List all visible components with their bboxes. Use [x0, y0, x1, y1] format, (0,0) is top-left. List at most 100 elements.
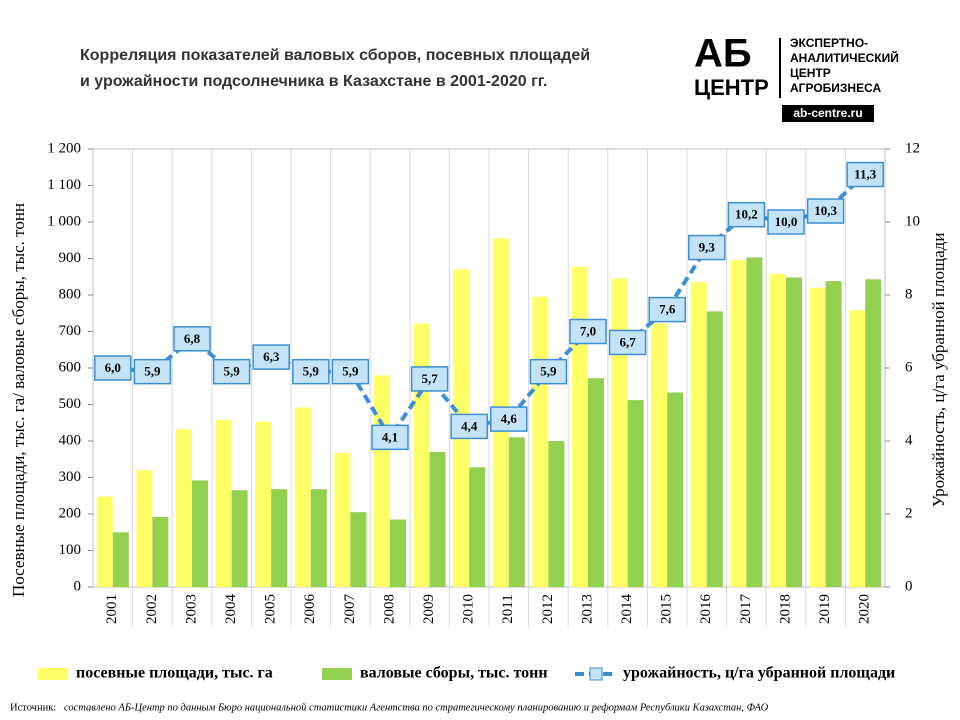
marker — [252, 344, 290, 370]
source-label: Источник: — [10, 702, 56, 713]
bar — [865, 279, 882, 587]
value-label: 10,3 — [814, 203, 837, 218]
bar — [690, 282, 707, 587]
logo-url: ab-centre.ru — [793, 106, 862, 120]
bar — [532, 296, 549, 587]
bar — [413, 323, 430, 587]
bar — [667, 392, 684, 587]
bar — [231, 490, 248, 587]
bar — [152, 516, 169, 587]
marker — [490, 406, 528, 432]
value-label: 6,7 — [619, 334, 636, 349]
bar — [730, 260, 747, 587]
marker — [529, 358, 568, 385]
bar — [136, 470, 153, 587]
y2-tick-label: 6 — [905, 359, 913, 375]
bar — [809, 287, 826, 587]
x-tick-label: 2014 — [619, 594, 635, 625]
logo-text: ЭКСПЕРТНО- — [790, 36, 868, 50]
marker — [331, 358, 370, 385]
bar — [825, 281, 842, 587]
y-tick-label: 700 — [59, 323, 82, 339]
x-tick-label: 2012 — [540, 594, 556, 624]
y2-tick-label: 4 — [905, 432, 913, 448]
x-tick-label: 2018 — [777, 594, 793, 624]
marker — [292, 358, 330, 385]
marker — [94, 355, 132, 381]
x-tick-label: 2003 — [183, 594, 199, 624]
legend-label: посевные площади, тыс. га — [76, 665, 273, 682]
x-tick-label: 2007 — [342, 594, 358, 625]
bar — [271, 489, 288, 587]
bar — [627, 400, 644, 587]
value-label: 10,2 — [735, 207, 758, 222]
value-label: 5,9 — [540, 364, 557, 379]
bar — [334, 453, 351, 587]
logo-name: ЦЕНТР — [694, 75, 769, 100]
value-label: 6,8 — [184, 331, 201, 346]
x-tick-label: 2001 — [104, 594, 120, 624]
bar — [350, 512, 367, 587]
y-tick-label: 400 — [59, 432, 82, 448]
bar — [294, 407, 311, 587]
y-tick-label: 500 — [59, 396, 82, 412]
value-label: 9,3 — [699, 240, 716, 255]
legend-label: валовые сборы, тыс. тонн — [360, 665, 548, 682]
logo-text: АНАЛИТИЧЕСКИЙ — [790, 50, 899, 65]
bar — [770, 273, 786, 587]
bar — [706, 311, 723, 587]
bar — [374, 375, 390, 587]
marker — [371, 424, 409, 451]
y2-tick-label: 12 — [905, 140, 920, 156]
marker — [727, 201, 766, 228]
legend-swatch — [589, 667, 603, 681]
value-label: 5,9 — [342, 364, 359, 379]
value-label: 6,0 — [105, 360, 121, 375]
logo-name: АБ — [694, 32, 752, 76]
y-axis-label: Посевные площади, тыс. га/ валовые сборы… — [9, 203, 28, 597]
marker — [212, 358, 251, 385]
logo-text: ЦЕНТР — [790, 66, 831, 80]
marker — [608, 329, 647, 356]
y-tick-label: 0 — [74, 578, 82, 594]
bar — [96, 496, 113, 587]
x-tick-label: 2013 — [579, 594, 595, 624]
value-label: 5,7 — [421, 371, 438, 386]
value-label: 5,9 — [223, 364, 240, 379]
x-tick-label: 2009 — [421, 594, 437, 624]
marker — [173, 326, 211, 352]
marker — [133, 358, 172, 385]
y-tick-label: 100 — [59, 542, 82, 558]
bar — [651, 323, 668, 587]
bar — [849, 310, 866, 587]
legend-swatch — [322, 668, 352, 680]
marker — [806, 198, 845, 224]
chart-title: и урожайности подсолнечника в Казахстане… — [80, 73, 547, 90]
x-tick-label: 2020 — [857, 594, 873, 624]
value-label: 7,6 — [659, 302, 676, 317]
logo: АБ ЦЕНТР ЭКСПЕРТНО- АНАЛИТИЧЕСКИЙ ЦЕНТР … — [694, 32, 899, 122]
y2-tick-label: 0 — [905, 578, 913, 594]
x-tick-label: 2004 — [223, 594, 239, 625]
bar — [508, 437, 525, 587]
marker — [767, 209, 805, 235]
x-tick-label: 2010 — [461, 594, 477, 624]
value-label: 7,0 — [580, 323, 596, 338]
bar — [390, 519, 406, 587]
value-label: 10,0 — [775, 214, 798, 229]
y-tick-label: 900 — [59, 250, 82, 266]
bar — [548, 441, 565, 587]
value-label: 6,3 — [263, 349, 280, 364]
x-tick-label: 2015 — [659, 594, 675, 624]
marker — [688, 234, 726, 261]
x-tick-label: 2017 — [738, 594, 754, 625]
marker — [846, 161, 884, 188]
y-tick-label: 200 — [59, 505, 82, 521]
value-label: 5,9 — [303, 364, 320, 379]
x-tick-label: 2006 — [302, 594, 318, 625]
chart-title: Корреляция показателей валовых сборов, п… — [80, 47, 590, 64]
x-tick-label: 2008 — [381, 594, 397, 624]
value-label: 5,9 — [144, 364, 161, 379]
y2-tick-label: 2 — [905, 505, 913, 521]
